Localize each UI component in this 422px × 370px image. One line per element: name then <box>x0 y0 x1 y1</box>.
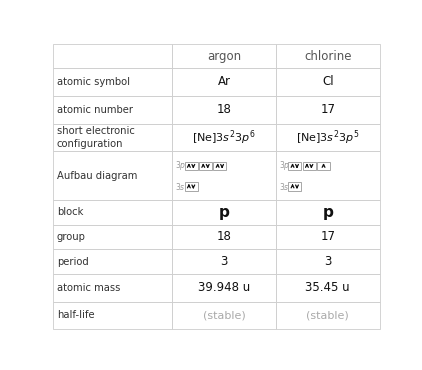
Bar <box>317 162 330 170</box>
Bar <box>53 249 172 274</box>
Bar <box>53 124 172 151</box>
Text: Cl: Cl <box>322 75 334 88</box>
Text: $3s$: $3s$ <box>176 181 186 192</box>
Bar <box>172 302 276 329</box>
Text: short electronic
configuration: short electronic configuration <box>57 126 135 149</box>
Text: argon: argon <box>207 50 241 63</box>
Bar <box>172 151 276 200</box>
Bar <box>53 225 172 249</box>
Bar <box>53 68 172 96</box>
Text: Ar: Ar <box>217 75 230 88</box>
Text: 35.45 u: 35.45 u <box>306 281 350 294</box>
Text: half-life: half-life <box>57 310 94 320</box>
Bar <box>184 182 197 191</box>
Bar <box>276 151 380 200</box>
Bar <box>276 68 380 96</box>
Text: chlorine: chlorine <box>304 50 352 63</box>
Bar <box>276 274 380 302</box>
Text: 3: 3 <box>324 255 332 268</box>
Bar <box>172 225 276 249</box>
Bar <box>199 162 212 170</box>
Bar <box>53 302 172 329</box>
Text: block: block <box>57 207 83 218</box>
Bar <box>53 44 172 68</box>
Text: group: group <box>57 232 86 242</box>
Bar <box>172 274 276 302</box>
Bar <box>53 274 172 302</box>
Bar <box>214 162 227 170</box>
Text: 18: 18 <box>216 231 231 243</box>
Text: Aufbau diagram: Aufbau diagram <box>57 171 137 181</box>
Text: (stable): (stable) <box>306 310 349 320</box>
Bar <box>172 124 276 151</box>
Bar <box>184 162 197 170</box>
Bar <box>288 162 301 170</box>
Bar <box>276 44 380 68</box>
Text: 39.948 u: 39.948 u <box>198 281 250 294</box>
Text: period: period <box>57 256 89 266</box>
Bar <box>276 249 380 274</box>
Bar <box>288 182 301 191</box>
Text: atomic symbol: atomic symbol <box>57 77 130 87</box>
Bar <box>53 200 172 225</box>
Text: 17: 17 <box>320 231 335 243</box>
Bar <box>303 162 316 170</box>
Bar <box>172 200 276 225</box>
Text: atomic mass: atomic mass <box>57 283 120 293</box>
Text: p: p <box>322 205 333 220</box>
Text: atomic number: atomic number <box>57 105 133 115</box>
Bar <box>276 200 380 225</box>
Text: 18: 18 <box>216 103 231 116</box>
Bar <box>53 96 172 124</box>
Bar <box>276 302 380 329</box>
Bar <box>276 96 380 124</box>
Text: 17: 17 <box>320 103 335 116</box>
Text: $3p$: $3p$ <box>176 159 187 172</box>
Text: $\mathregular{[Ne]3}s^{\mathregular{2}}\mathregular{3}p^{\mathregular{5}}$: $\mathregular{[Ne]3}s^{\mathregular{2}}\… <box>296 128 360 147</box>
Text: $\mathregular{[Ne]3}s^{\mathregular{2}}\mathregular{3}p^{\mathregular{6}}$: $\mathregular{[Ne]3}s^{\mathregular{2}}\… <box>192 128 256 147</box>
Text: 3: 3 <box>220 255 227 268</box>
Bar <box>172 249 276 274</box>
Text: $3p$: $3p$ <box>279 159 290 172</box>
Bar <box>172 68 276 96</box>
Bar <box>276 124 380 151</box>
Bar <box>53 151 172 200</box>
Text: $3s$: $3s$ <box>279 181 290 192</box>
Bar <box>172 44 276 68</box>
Text: p: p <box>219 205 230 220</box>
Bar <box>172 96 276 124</box>
Bar <box>276 225 380 249</box>
Text: (stable): (stable) <box>203 310 245 320</box>
